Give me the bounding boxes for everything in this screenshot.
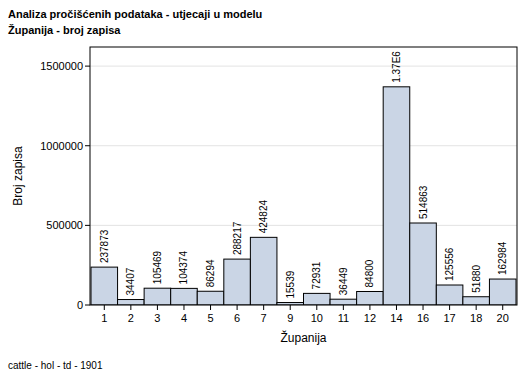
- bar: [118, 300, 145, 305]
- x-tick: [369, 305, 370, 310]
- x-tick: [183, 305, 184, 310]
- bar: [91, 267, 118, 305]
- x-tick-label: 20: [497, 312, 509, 324]
- x-tick: [502, 305, 503, 310]
- x-tick: [263, 305, 264, 310]
- x-tick: [157, 305, 158, 310]
- grid-line: [90, 225, 517, 226]
- y-tick-label: 1500000: [40, 60, 83, 72]
- bar: [463, 297, 490, 305]
- data-label: 514863: [418, 185, 429, 219]
- bar: [197, 291, 224, 305]
- grid-line: [90, 145, 517, 146]
- bar: [489, 279, 516, 305]
- x-tick: [316, 305, 317, 310]
- bar: [224, 259, 251, 305]
- plot-frame: [90, 47, 517, 305]
- x-tick: [449, 305, 450, 310]
- x-tick-label: 9: [287, 312, 293, 324]
- x-tick: [476, 305, 477, 310]
- x-tick: [290, 305, 291, 310]
- y-tick-label: 0: [77, 299, 83, 311]
- x-tick-label: 10: [311, 312, 323, 324]
- data-label: 84800: [364, 259, 375, 287]
- x-tick-label: 7: [261, 312, 267, 324]
- y-tick: [85, 145, 90, 146]
- grid-line: [90, 66, 517, 67]
- chart: Analiza pročišćenih podataka - utjecaji …: [0, 0, 529, 378]
- data-label: 288217: [232, 221, 243, 255]
- x-tick-label: 16: [417, 312, 429, 324]
- x-tick-label: 14: [390, 312, 402, 324]
- y-tick: [85, 66, 90, 67]
- data-label: 162984: [497, 241, 508, 275]
- bar: [330, 299, 357, 305]
- bars: [91, 87, 516, 305]
- x-tick-label: 17: [443, 312, 455, 324]
- y-tick: [85, 305, 90, 306]
- data-label: 36449: [338, 267, 349, 295]
- subtitle: Županija - broj zapisa: [8, 24, 121, 36]
- x-tick-label: 1: [101, 312, 107, 324]
- x-tick-label: 6: [234, 312, 240, 324]
- bar: [357, 291, 384, 305]
- data-label: 86294: [205, 259, 216, 287]
- data-label: 237873: [99, 229, 110, 263]
- x-tick: [104, 305, 105, 310]
- data-label: 72931: [311, 261, 322, 289]
- y-tick: [85, 225, 90, 226]
- bar: [436, 285, 463, 305]
- y-tick-label: 1000000: [40, 140, 83, 152]
- bar: [410, 223, 437, 305]
- x-tick: [423, 305, 424, 310]
- bar: [250, 237, 277, 305]
- x-tick-label: 2: [128, 312, 134, 324]
- bar: [304, 293, 331, 305]
- data-label: 34407: [125, 267, 136, 295]
- x-tick: [396, 305, 397, 310]
- x-tick-label: 5: [207, 312, 213, 324]
- x-tick-label: 11: [338, 312, 349, 324]
- bar: [144, 288, 171, 305]
- x-tick-label: 12: [364, 312, 376, 324]
- footnote: cattle - hol - td - 1901: [8, 360, 103, 371]
- x-tick: [343, 305, 344, 310]
- x-tick: [237, 305, 238, 310]
- y-tick-label: 500000: [46, 219, 83, 231]
- bar: [383, 87, 410, 305]
- data-label: 104374: [178, 251, 189, 285]
- x-axis-label: Županija: [280, 330, 326, 345]
- data-label: 15539: [285, 270, 296, 298]
- x-tick-label: 18: [470, 312, 482, 324]
- data-label: 105469: [152, 250, 163, 284]
- x-tick: [210, 305, 211, 310]
- x-tick-label: 4: [181, 312, 187, 324]
- data-label: 125556: [444, 247, 455, 281]
- y-axis-label: Broj zapisa: [11, 146, 25, 206]
- title: Analiza pročišćenih podataka - utjecaji …: [8, 8, 262, 20]
- data-label: 51880: [471, 264, 482, 292]
- data-label: 1.37E6: [391, 51, 402, 83]
- x-tick: [130, 305, 131, 310]
- bar: [171, 288, 198, 305]
- data-label: 424824: [258, 200, 269, 234]
- x-tick-label: 3: [154, 312, 160, 324]
